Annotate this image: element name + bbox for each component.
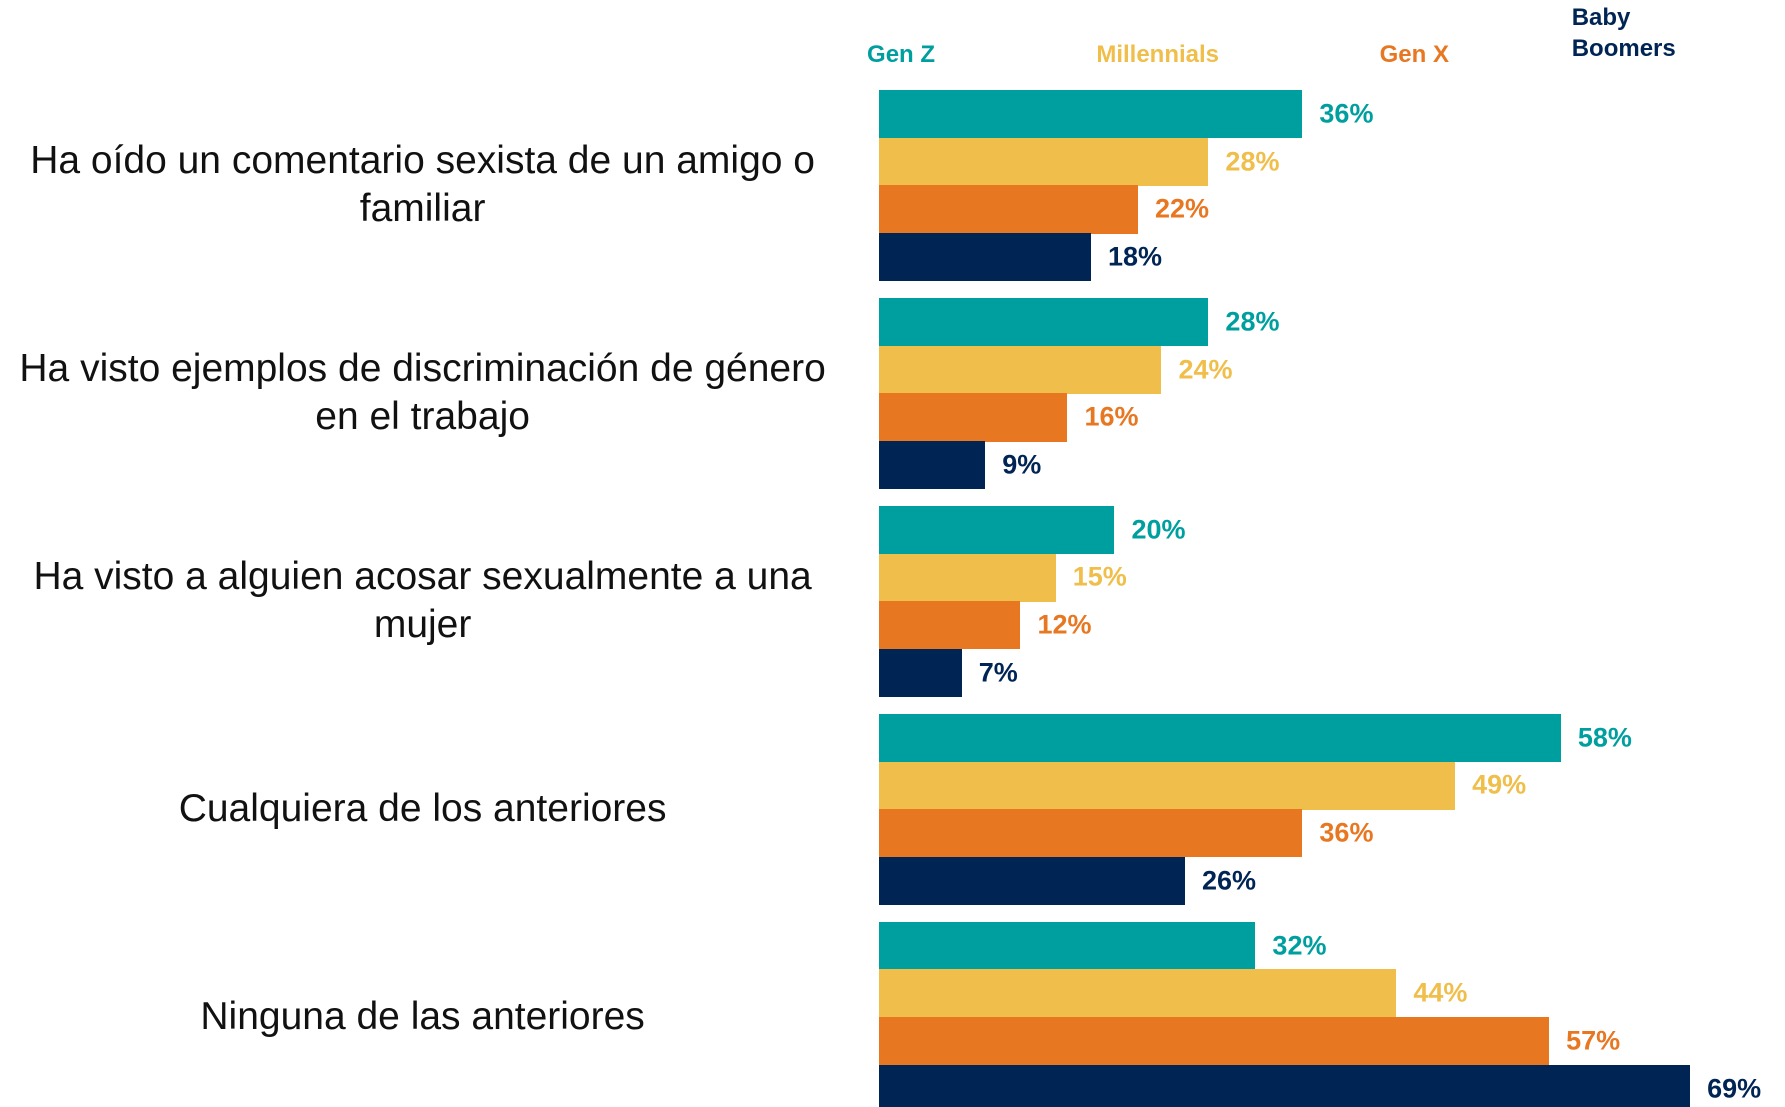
category-label: Ha visto a alguien acosar sexualmente a … bbox=[33, 555, 812, 647]
bar bbox=[879, 137, 1209, 186]
bar bbox=[879, 1017, 1549, 1066]
bar bbox=[879, 233, 1091, 282]
value-label: 58% bbox=[1577, 722, 1632, 753]
bar bbox=[879, 345, 1162, 394]
value-label: 9% bbox=[1002, 449, 1042, 480]
category-label: Ha oído un comentario sexista de un amig… bbox=[30, 139, 815, 231]
value-label: 44% bbox=[1413, 977, 1468, 1008]
value-label: 7% bbox=[978, 657, 1018, 688]
value-label: 22% bbox=[1154, 193, 1209, 224]
legend-label: Baby Boomers bbox=[1571, 4, 1676, 63]
category-label: Cualquiera de los anteriores bbox=[178, 787, 667, 831]
legend-label: Gen Z bbox=[867, 40, 936, 68]
bar bbox=[879, 553, 1056, 602]
bar bbox=[879, 969, 1397, 1018]
value-label: 28% bbox=[1225, 306, 1280, 337]
category-label: Ha visto ejemplos de discriminación de g… bbox=[19, 347, 826, 439]
bar bbox=[879, 921, 1256, 970]
bar bbox=[879, 648, 962, 698]
value-label: 28% bbox=[1225, 146, 1280, 177]
category-label: Ninguna de las anteriores bbox=[200, 995, 645, 1039]
bar bbox=[879, 90, 1303, 139]
value-label: 69% bbox=[1707, 1073, 1762, 1104]
value-label: 12% bbox=[1037, 609, 1092, 640]
bar bbox=[879, 713, 1561, 763]
value-label: 20% bbox=[1131, 514, 1186, 545]
value-label: 49% bbox=[1472, 769, 1527, 800]
bar bbox=[879, 298, 1209, 347]
bar bbox=[879, 761, 1456, 810]
legend-label: Millennials bbox=[1096, 40, 1220, 68]
value-label: 24% bbox=[1178, 354, 1233, 385]
bar bbox=[879, 1064, 1690, 1107]
bar bbox=[879, 441, 986, 490]
value-label: 57% bbox=[1566, 1025, 1621, 1056]
bar bbox=[879, 505, 1115, 555]
value-label: 18% bbox=[1107, 241, 1162, 272]
legend-label: Gen X bbox=[1379, 40, 1449, 68]
bar bbox=[879, 393, 1068, 442]
value-label: 15% bbox=[1072, 561, 1127, 592]
value-label: 16% bbox=[1084, 401, 1139, 432]
bar bbox=[879, 185, 1138, 234]
value-label: 36% bbox=[1319, 817, 1374, 848]
bar bbox=[879, 601, 1021, 650]
value-label: 36% bbox=[1319, 98, 1374, 129]
value-label: 32% bbox=[1272, 930, 1327, 961]
value-label: 26% bbox=[1201, 865, 1256, 896]
bar bbox=[879, 856, 1185, 906]
bar bbox=[879, 809, 1303, 858]
